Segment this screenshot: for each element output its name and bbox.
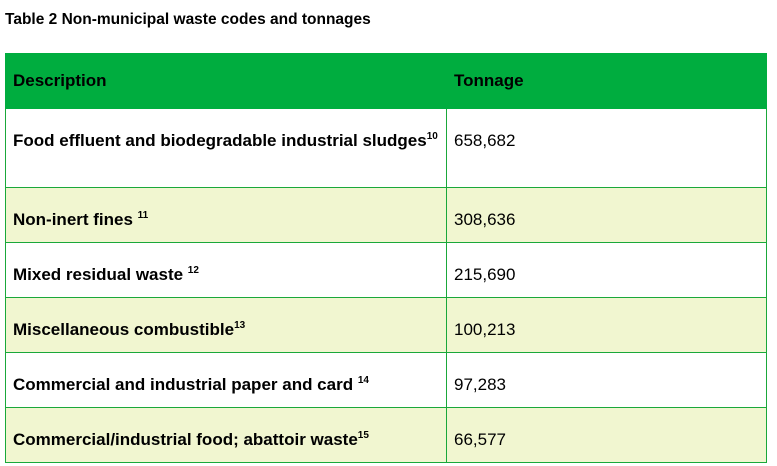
footnote-ref: 15 [357,430,369,441]
table-row: Food effluent and biodegradable industri… [5,108,767,188]
description-cell: Commercial/industrial food; abattoir was… [5,407,447,463]
table-row: Commercial and industrial paper and card… [5,352,767,408]
table-header-row: Description Tonnage [5,53,767,109]
tonnage-cell: 215,690 [446,242,767,298]
table-row: Non-inert fines 11 308,636 [5,187,767,243]
description-cell: Food effluent and biodegradable industri… [5,108,447,188]
table-row: Miscellaneous combustible13 100,213 [5,297,767,353]
footnote-ref: 11 [137,210,149,221]
tonnage-cell: 66,577 [446,407,767,463]
footnote-ref: 13 [234,320,246,331]
tonnage-cell: 658,682 [446,108,767,188]
table-row: Commercial/industrial food; abattoir was… [5,407,767,463]
footnote-ref: 14 [357,375,369,386]
footnote-ref: 10 [426,131,438,142]
footnote-ref: 12 [187,265,199,276]
tonnage-cell: 308,636 [446,187,767,243]
description-cell: Non-inert fines 11 [5,187,447,243]
waste-tonnage-table: Description Tonnage Food effluent and bi… [5,53,767,463]
tonnage-cell: 97,283 [446,352,767,408]
header-description: Description [5,53,447,109]
tonnage-cell: 100,213 [446,297,767,353]
table-title: Table 2 Non-municipal waste codes and to… [5,11,371,28]
table-row: Mixed residual waste 12 215,690 [5,242,767,298]
description-cell: Miscellaneous combustible13 [5,297,447,353]
header-tonnage: Tonnage [446,53,767,109]
description-cell: Mixed residual waste 12 [5,242,447,298]
description-cell: Commercial and industrial paper and card… [5,352,447,408]
